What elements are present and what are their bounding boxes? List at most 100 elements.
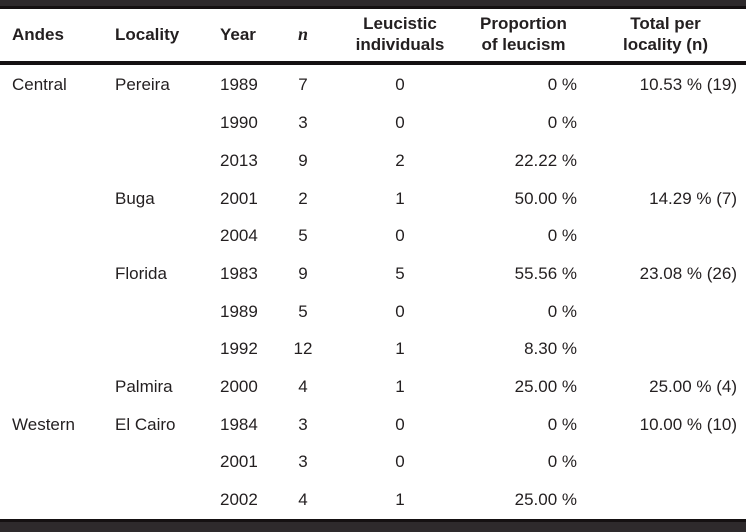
table-cell: Western bbox=[12, 414, 75, 434]
table-row: Western El Cairo 1984 3 0 0 % 10.00 % (10) bbox=[0, 406, 746, 444]
table-cell: 1990 bbox=[220, 113, 258, 133]
table-cell: 5 bbox=[298, 301, 308, 321]
table-cell: 0 bbox=[395, 301, 405, 321]
table-cell: 8.30 % bbox=[524, 339, 577, 359]
table-header: Andes Locality Year n Leucistic individu… bbox=[0, 9, 746, 65]
header-year: Year bbox=[208, 9, 268, 65]
header-proportion-of-leucism: Proportion of leucism bbox=[462, 9, 585, 65]
table-cell bbox=[585, 217, 746, 255]
table-row: 2004 5 0 0 % bbox=[0, 217, 746, 255]
table-cell: 0 % bbox=[547, 452, 577, 472]
table-row: 1989 5 0 0 % bbox=[0, 293, 746, 331]
header-label: Proportion of leucism bbox=[480, 14, 567, 54]
table-cell: 0 bbox=[395, 74, 405, 94]
table-cell bbox=[0, 368, 103, 406]
header-label: Year bbox=[220, 24, 256, 44]
header-n: n bbox=[268, 9, 338, 65]
table-row: Central Pereira 1989 7 0 0 % 10.53 % (19) bbox=[0, 63, 746, 104]
table-row: 2001 3 0 0 % bbox=[0, 444, 746, 482]
table-cell: 14.29 % (7) bbox=[649, 188, 737, 208]
table-cell: 0 bbox=[395, 452, 405, 472]
header-label: Total per locality (n) bbox=[622, 14, 708, 54]
table-cell: 2 bbox=[395, 150, 405, 170]
table-cell: 1984 bbox=[220, 414, 258, 434]
table-cell bbox=[103, 330, 208, 368]
table-cell: 2013 bbox=[220, 150, 258, 170]
header-label: Locality bbox=[115, 24, 180, 44]
table-cell bbox=[103, 481, 208, 519]
table-cell: 25.00 % bbox=[514, 490, 577, 510]
table-cell: Florida bbox=[115, 263, 167, 283]
table-cell: 25.00 % (4) bbox=[649, 376, 737, 396]
table-cell bbox=[0, 180, 103, 218]
table-cell bbox=[0, 142, 103, 180]
table-cell: Central bbox=[12, 74, 67, 94]
table-cell bbox=[0, 330, 103, 368]
table-cell: Buga bbox=[115, 188, 155, 208]
table-cell: 1 bbox=[395, 490, 405, 510]
table-cell: 12 bbox=[293, 339, 313, 359]
table-cell: 10.53 % (19) bbox=[639, 74, 737, 94]
table-row: 2013 9 2 22.22 % bbox=[0, 142, 746, 180]
table-cell bbox=[103, 293, 208, 331]
header-leucistic-individuals: Leucistic individuals bbox=[338, 9, 462, 65]
table-cell: 0 % bbox=[547, 301, 577, 321]
table-cell: 3 bbox=[298, 452, 308, 472]
header-label: n bbox=[297, 24, 308, 45]
table-cell: 25.00 % bbox=[514, 376, 577, 396]
table-cell: 0 % bbox=[547, 226, 577, 246]
table-cell: 0 bbox=[395, 113, 405, 133]
header-locality: Locality bbox=[103, 9, 208, 65]
table-cell: Pereira bbox=[115, 74, 170, 94]
table-cell bbox=[585, 293, 746, 331]
header-andes: Andes bbox=[0, 9, 103, 65]
table-cell bbox=[585, 104, 746, 142]
table-cell bbox=[585, 444, 746, 482]
table-cell bbox=[103, 444, 208, 482]
table-cell: 2004 bbox=[220, 226, 258, 246]
table-cell: 7 bbox=[298, 74, 308, 94]
table-row: Buga 2001 2 1 50.00 % 14.29 % (7) bbox=[0, 180, 746, 218]
table-cell bbox=[585, 142, 746, 180]
table-cell: 10.00 % (10) bbox=[639, 414, 737, 434]
table-cell: 50.00 % bbox=[514, 188, 577, 208]
table-cell: 1983 bbox=[220, 263, 258, 283]
table-cell bbox=[0, 217, 103, 255]
table-cell bbox=[103, 104, 208, 142]
table-cell: 1989 bbox=[220, 301, 258, 321]
table-cell: 0 bbox=[395, 414, 405, 434]
table-cell: 5 bbox=[395, 263, 405, 283]
table-row: Palmira 2000 4 1 25.00 % 25.00 % (4) bbox=[0, 368, 746, 406]
table-cell: 9 bbox=[298, 150, 308, 170]
table-cell: El Cairo bbox=[115, 414, 176, 434]
table-cell bbox=[585, 330, 746, 368]
header-total-per-locality: Total per locality (n) bbox=[585, 9, 746, 65]
table-cell: 3 bbox=[298, 113, 308, 133]
header-label: Andes bbox=[12, 24, 64, 44]
table-cell bbox=[0, 444, 103, 482]
table-row: 1992 12 1 8.30 % bbox=[0, 330, 746, 368]
table-cell bbox=[0, 104, 103, 142]
table-cell: 4 bbox=[298, 490, 308, 510]
table-cell: 2001 bbox=[220, 188, 258, 208]
table-cell: 1 bbox=[395, 376, 405, 396]
table-cell: 3 bbox=[298, 414, 308, 434]
table-row: Florida 1983 9 5 55.56 % 23.08 % (26) bbox=[0, 255, 746, 293]
table-cell: 2 bbox=[298, 188, 308, 208]
table-cell: 2002 bbox=[220, 490, 258, 510]
top-frame-bar bbox=[0, 0, 746, 6]
table-row: 1990 3 0 0 % bbox=[0, 104, 746, 142]
table-cell: 4 bbox=[298, 376, 308, 396]
table-cell: 0 % bbox=[547, 414, 577, 434]
bottom-frame-bar bbox=[0, 522, 746, 532]
table-cell bbox=[103, 142, 208, 180]
header-row: Andes Locality Year n Leucistic individu… bbox=[0, 9, 746, 65]
table-cell: 2000 bbox=[220, 376, 258, 396]
table-cell: 1992 bbox=[220, 339, 258, 359]
table-cell bbox=[0, 481, 103, 519]
table-cell: 0 % bbox=[547, 74, 577, 94]
table-cell: Palmira bbox=[115, 376, 173, 396]
table-cell: 1989 bbox=[220, 74, 258, 94]
header-label: Leucistic individuals bbox=[355, 14, 445, 54]
